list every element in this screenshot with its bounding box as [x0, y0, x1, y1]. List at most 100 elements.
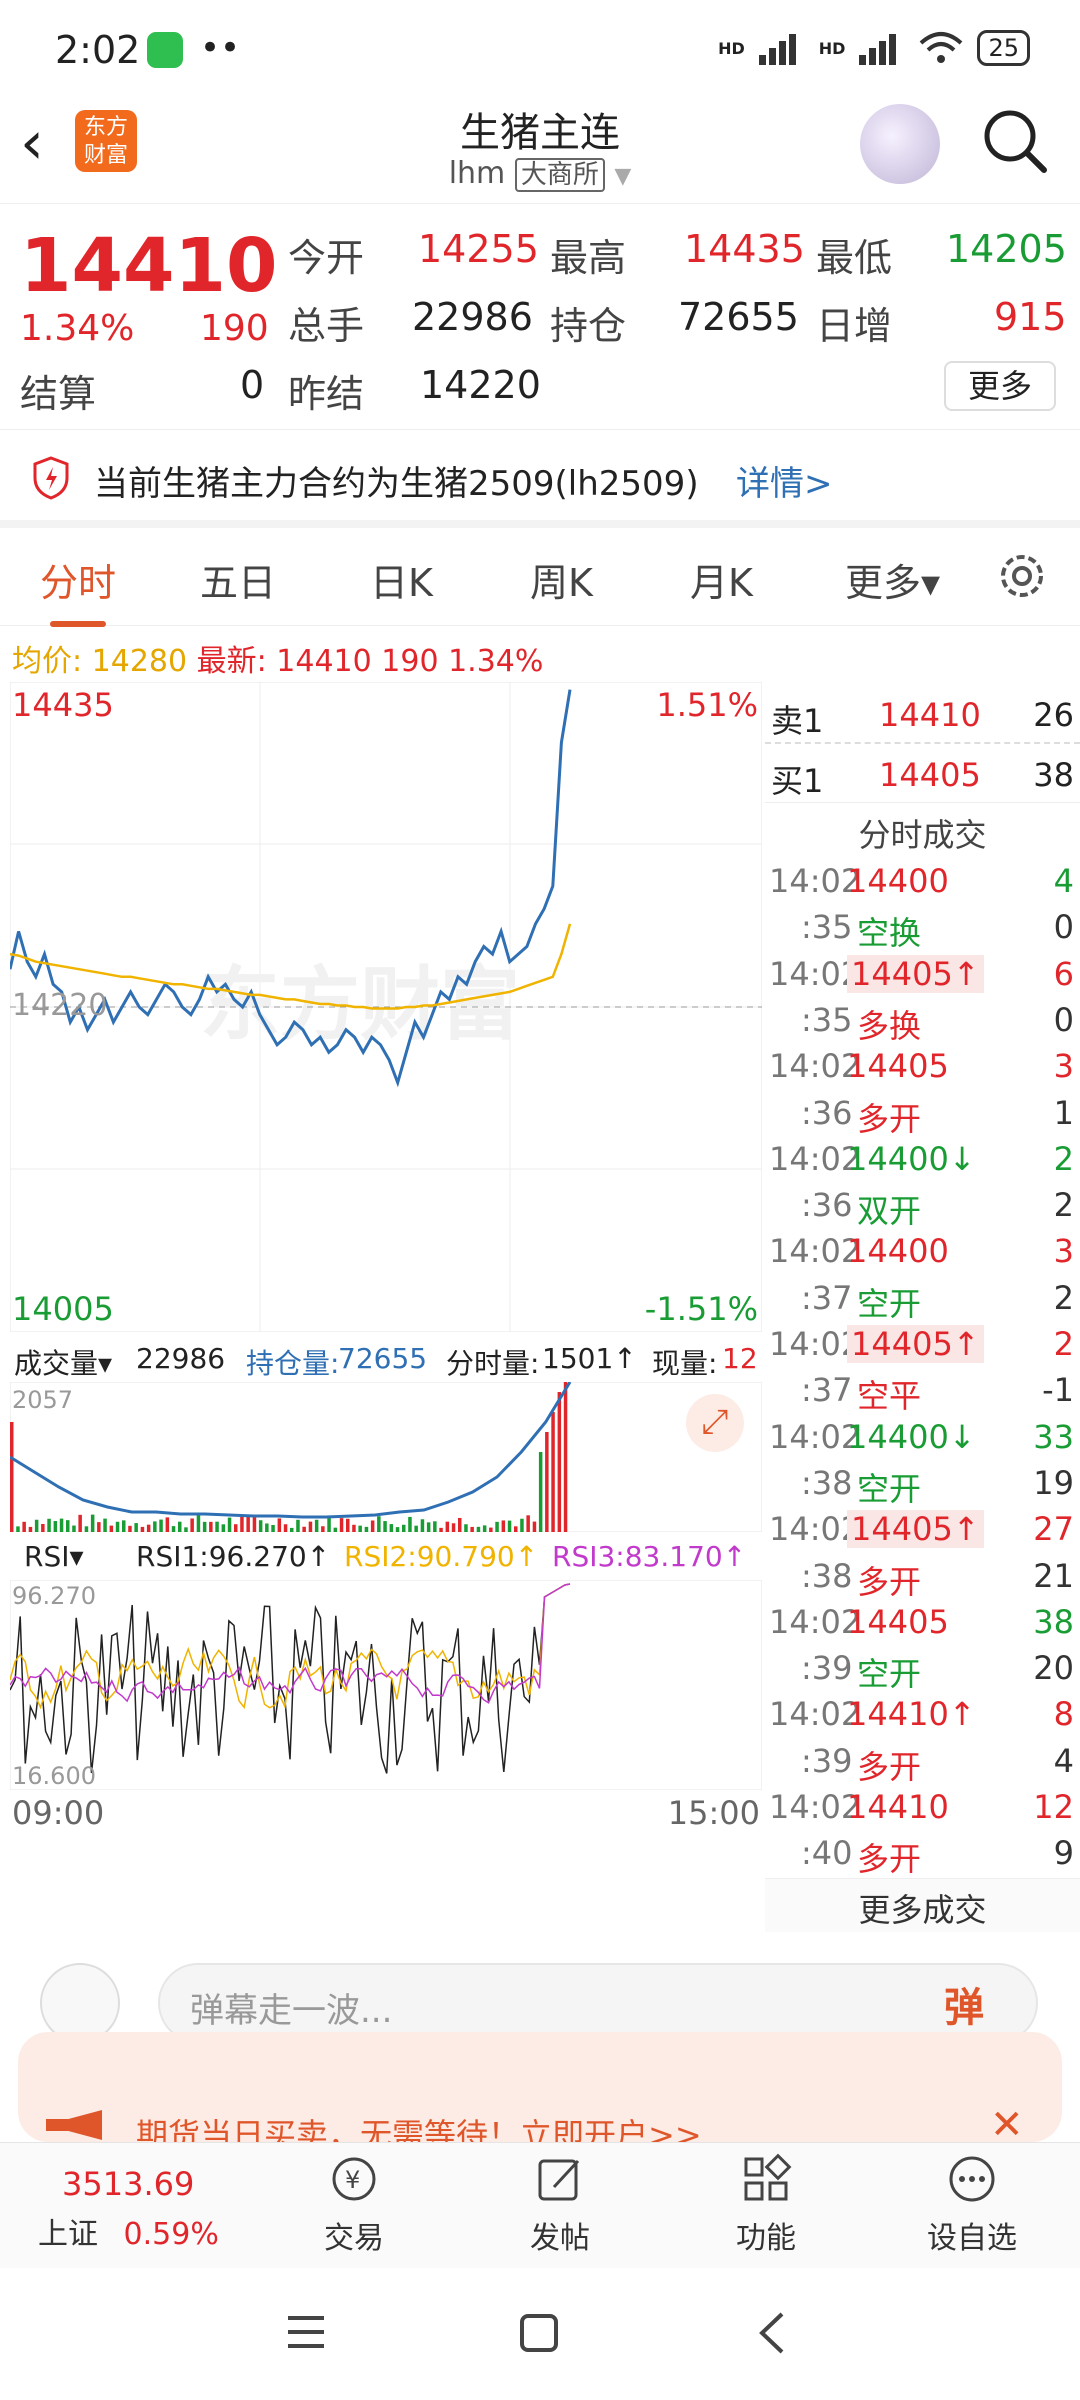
edit-icon — [538, 2159, 580, 2201]
volume-bar — [395, 1527, 400, 1532]
tab-daily-k[interactable]: 日K — [370, 561, 433, 605]
trades-list[interactable]: 14:02 14400 4:35 空换 0 14:02 14405↑ 6:35 多换 0 14:02… — [765, 858, 1080, 1878]
gear-icon[interactable] — [996, 550, 1048, 602]
volume-bar — [215, 1521, 219, 1532]
volume-bar — [377, 1516, 381, 1532]
volume-bar — [78, 1514, 82, 1532]
trade-time: :39 — [801, 1649, 853, 1688]
trade-row: :39 多开 4 — [765, 1738, 1080, 1786]
trade-type: 多开 — [857, 1099, 922, 1138]
trade-volume: -1 — [1042, 1371, 1074, 1410]
trade-volume: 2 — [1053, 1278, 1074, 1317]
trade-time: 14:02 — [769, 1602, 862, 1641]
robot-avatar[interactable] — [860, 104, 940, 184]
nav-add-watchlist[interactable]: 设自选 — [892, 2153, 1052, 2257]
volume-bar — [90, 1514, 95, 1532]
expand-icon[interactable]: ⤢ — [686, 1394, 744, 1452]
volume-bar — [445, 1521, 450, 1532]
exchange-badge[interactable]: 大商所 — [514, 158, 605, 192]
trade-row: :37 空平 -1 — [765, 1367, 1080, 1415]
rsi-indicator-select[interactable]: RSI▾ — [24, 1540, 84, 1573]
trade-time: 14:02 — [769, 954, 862, 993]
tab-more[interactable]: 更多▾ — [845, 561, 941, 605]
intraday-chart[interactable]: 东方财富 14435 1.51% 14220 14005 -1.51% 成交量▾… — [10, 682, 762, 1932]
close-icon[interactable]: ✕ — [990, 2102, 1024, 2148]
low-label: 最低 — [816, 236, 893, 280]
volume-bar — [296, 1519, 300, 1532]
home-icon[interactable] — [518, 2312, 560, 2354]
volume-bar — [358, 1525, 362, 1532]
title-bar: ‹ 东方财富 生猪主连 lhm 大商所 ▼ — [0, 100, 1080, 204]
tick-volume-value: 1501↑ — [542, 1342, 637, 1375]
trade-price: 14400↓ — [847, 1139, 976, 1178]
trade-row: 14:02 14405↑ 27 — [765, 1506, 1080, 1552]
oi-label: 持仓量: — [246, 1347, 340, 1380]
trade-volume: 4 — [1053, 862, 1074, 900]
tab-monthly-k[interactable]: 月K — [690, 561, 753, 605]
tab-intraday[interactable]: 分时 — [40, 552, 116, 627]
wechat-icon — [147, 32, 183, 68]
volume-bar — [383, 1521, 387, 1532]
signal-icon — [758, 31, 805, 65]
high-label: 最高 — [550, 236, 627, 280]
trade-time: 14:02 — [769, 1417, 862, 1456]
trade-price: 14405 — [847, 1047, 949, 1086]
chevron-down-icon[interactable]: ▼ — [614, 164, 632, 189]
volume-bar — [408, 1516, 412, 1532]
tab-weekly-k[interactable]: 周K — [530, 561, 593, 605]
ask-price: 14410 — [879, 696, 981, 734]
more-button[interactable]: 更多 — [944, 361, 1056, 411]
volume-bar — [41, 1524, 45, 1532]
svg-text:¥: ¥ — [345, 2166, 360, 2194]
volume-bar — [321, 1526, 325, 1532]
oi-value: 72655 — [338, 1342, 428, 1375]
settle-label: 结算 — [20, 372, 97, 416]
nav-trade[interactable]: ¥ 交易 — [274, 2153, 434, 2257]
volume-bar — [501, 1520, 506, 1532]
volume-bar — [190, 1518, 194, 1532]
chart-watermark: 东方财富 — [200, 958, 520, 1051]
book-divider-2 — [765, 802, 1080, 803]
trade-volume: 1 — [1053, 1093, 1074, 1132]
back-icon[interactable]: ‹ — [20, 108, 44, 178]
nav-add-watchlist-label: 设自选 — [927, 2221, 1017, 2256]
avg-price-line — [10, 923, 572, 1010]
nav-functions[interactable]: 功能 — [686, 2153, 846, 2257]
trade-time: 14:02 — [769, 1139, 862, 1178]
volume-bar — [146, 1524, 151, 1532]
index-ticker[interactable]: 3513.69 上证 0.59% — [38, 2165, 258, 2253]
rsi-chart[interactable] — [10, 1580, 762, 1790]
search-icon[interactable] — [980, 106, 1050, 176]
danmaku-toggle-icon[interactable]: 弹 — [944, 1985, 984, 2031]
chart-mid-price: 14220 — [12, 988, 108, 1023]
volume-bar — [551, 1412, 555, 1532]
notice-text: 当前生猪主力合约为生猪2509(lh2509) — [94, 464, 699, 504]
tab-five-day[interactable]: 五日 — [200, 561, 277, 605]
trade-type: 多开 — [857, 1747, 922, 1786]
volume-bar — [458, 1517, 462, 1532]
notice-detail-link[interactable]: 详情> — [736, 464, 833, 504]
danmaku-list-icon[interactable] — [40, 1963, 120, 2043]
page-title: 生猪主连 — [460, 110, 620, 156]
danmaku-input[interactable]: 弹幕走一波... — [158, 1963, 1038, 2043]
back-nav-icon[interactable] — [752, 2310, 792, 2356]
signal-icon-2 — [859, 31, 905, 65]
volume-chart[interactable] — [10, 1382, 762, 1532]
menu-icon[interactable] — [284, 2312, 328, 2352]
nav-post[interactable]: 发帖 — [480, 2153, 640, 2257]
volume-bar — [464, 1524, 468, 1532]
more-trades-button[interactable]: 更多成交 — [765, 1878, 1080, 1932]
open-value: 14255 — [418, 227, 539, 271]
price-chart[interactable]: 东方财富 — [10, 682, 762, 1332]
volume-indicator-select[interactable]: 成交量▾ — [14, 1347, 113, 1380]
volume-bar — [265, 1523, 269, 1532]
volume-bar — [240, 1515, 244, 1532]
promo-banner[interactable]: 期货当日买卖，无需等待！立即开户>> ✕ — [18, 2032, 1062, 2154]
contract-notice[interactable]: 当前生猪主力合约为生猪2509(lh2509) 详情> — [0, 432, 1080, 528]
app-logo: 东方财富 — [75, 110, 137, 172]
high-value: 14435 — [684, 227, 805, 271]
trade-volume: 3 — [1053, 1232, 1074, 1271]
volume-bar — [302, 1526, 306, 1532]
nav-functions-label: 功能 — [736, 2221, 796, 2256]
volume-bar — [246, 1515, 250, 1532]
